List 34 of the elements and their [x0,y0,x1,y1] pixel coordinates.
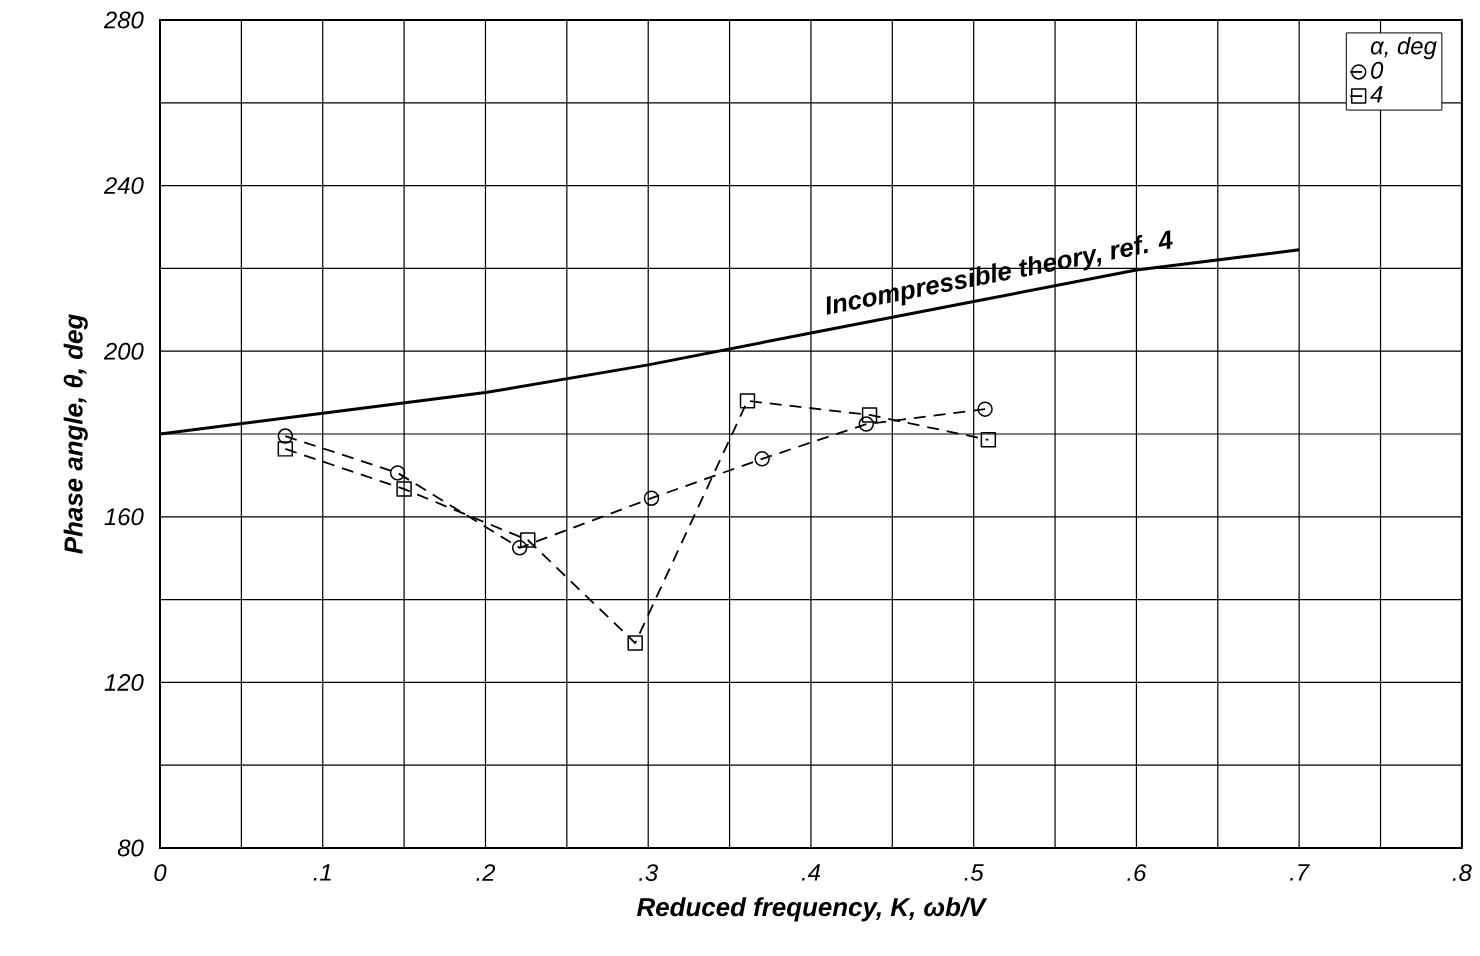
x-axis-title: Reduced frequency, K, ωb/V [636,897,988,922]
y-tick-label: 240 [103,177,144,195]
legend-label: 0 [1371,61,1384,79]
y-tick-label: 80 [117,839,144,857]
point [977,401,993,417]
y-axis-title: Phase angle, θ, deg [63,314,88,554]
x-tick-label: .5 [964,864,984,881]
legend-label: 4 [1370,86,1383,103]
point [858,416,874,432]
point [861,407,878,423]
x-tick-label: .1 [313,864,331,881]
point [754,451,770,467]
point [520,532,536,548]
x-tick-label: 0 [154,864,167,882]
point [739,393,756,409]
x-tick-label: .3 [639,864,658,882]
y-tick-label: 280 [103,11,144,29]
x-tick-label: .6 [1127,864,1147,882]
x-tick-label: .2 [476,864,496,881]
legend-title: α, deg [1370,36,1437,60]
x-tick-label: .8 [1452,864,1472,882]
point [396,481,412,497]
point [389,465,406,481]
y-tick-label: 160 [104,508,144,526]
x-tick-label: .7 [1290,864,1310,881]
point [980,432,997,448]
y-tick-label: 120 [104,673,144,691]
point [627,635,643,651]
point [277,428,294,444]
point [277,441,294,457]
x-tick-label: .4 [801,864,821,881]
point [643,490,660,506]
y-tick-label: 200 [103,342,144,360]
point [511,540,528,556]
